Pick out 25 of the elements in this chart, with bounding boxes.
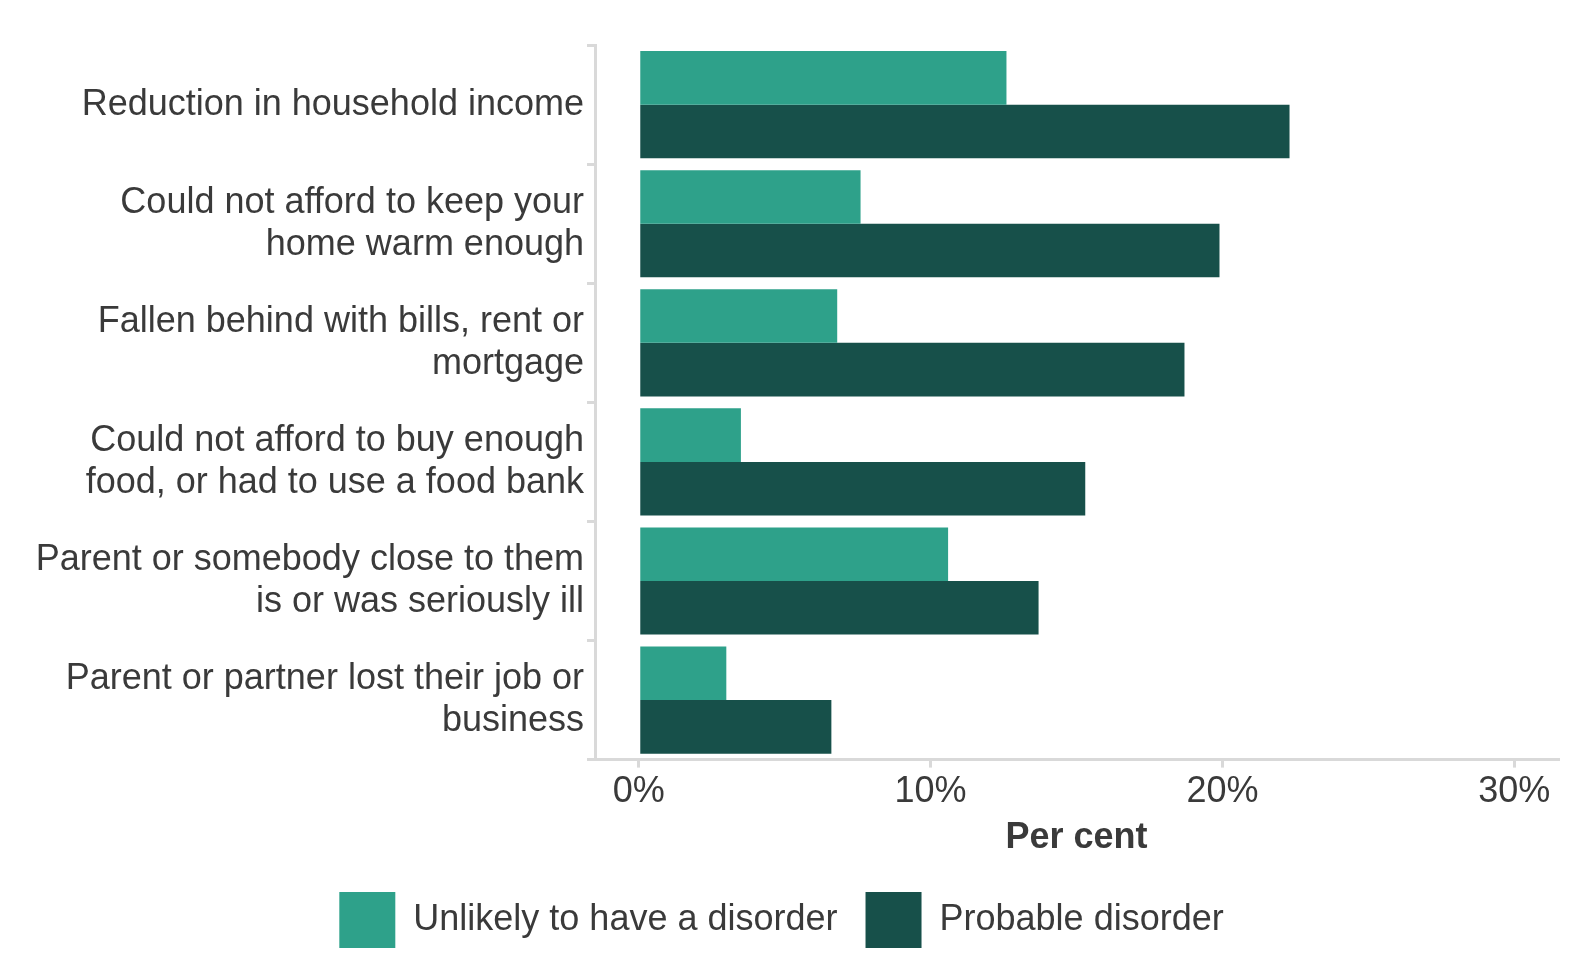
bar	[640, 408, 741, 462]
bar	[640, 342, 1185, 397]
y-tick-label: Parent or somebody close to them is or was seriously ill	[35, 536, 584, 620]
bar	[640, 223, 1220, 278]
bar	[640, 646, 727, 701]
y-tick-label: Fallen behind with bills, rent or mortgage	[97, 298, 585, 382]
bar	[640, 104, 1290, 159]
bar	[640, 580, 1039, 635]
bar	[640, 527, 949, 581]
y-tick-label: Could not afford to buy enough food, or had to use a food bank	[85, 417, 585, 501]
x-tick-label: 10%	[894, 769, 967, 811]
bar	[640, 461, 1086, 516]
x-tick-label: 30%	[1478, 769, 1551, 811]
x-tick-label: 20%	[1186, 769, 1259, 811]
bar	[640, 170, 861, 224]
y-tick-label: Reduction in household income	[81, 81, 584, 123]
bar	[640, 700, 832, 754]
bar	[640, 289, 838, 343]
x-axis-title: Per cent	[1005, 815, 1148, 857]
bar	[640, 51, 1007, 105]
x-tick-label: 0%	[612, 769, 665, 811]
legend-label: Unlikely to have a disorder	[413, 896, 838, 938]
y-tick-label: Could not afford to keep your home warm enough	[120, 179, 585, 263]
y-tick-label: Parent or partner lost their job or business	[65, 655, 584, 740]
legend-label: Probable disorder	[939, 896, 1224, 938]
